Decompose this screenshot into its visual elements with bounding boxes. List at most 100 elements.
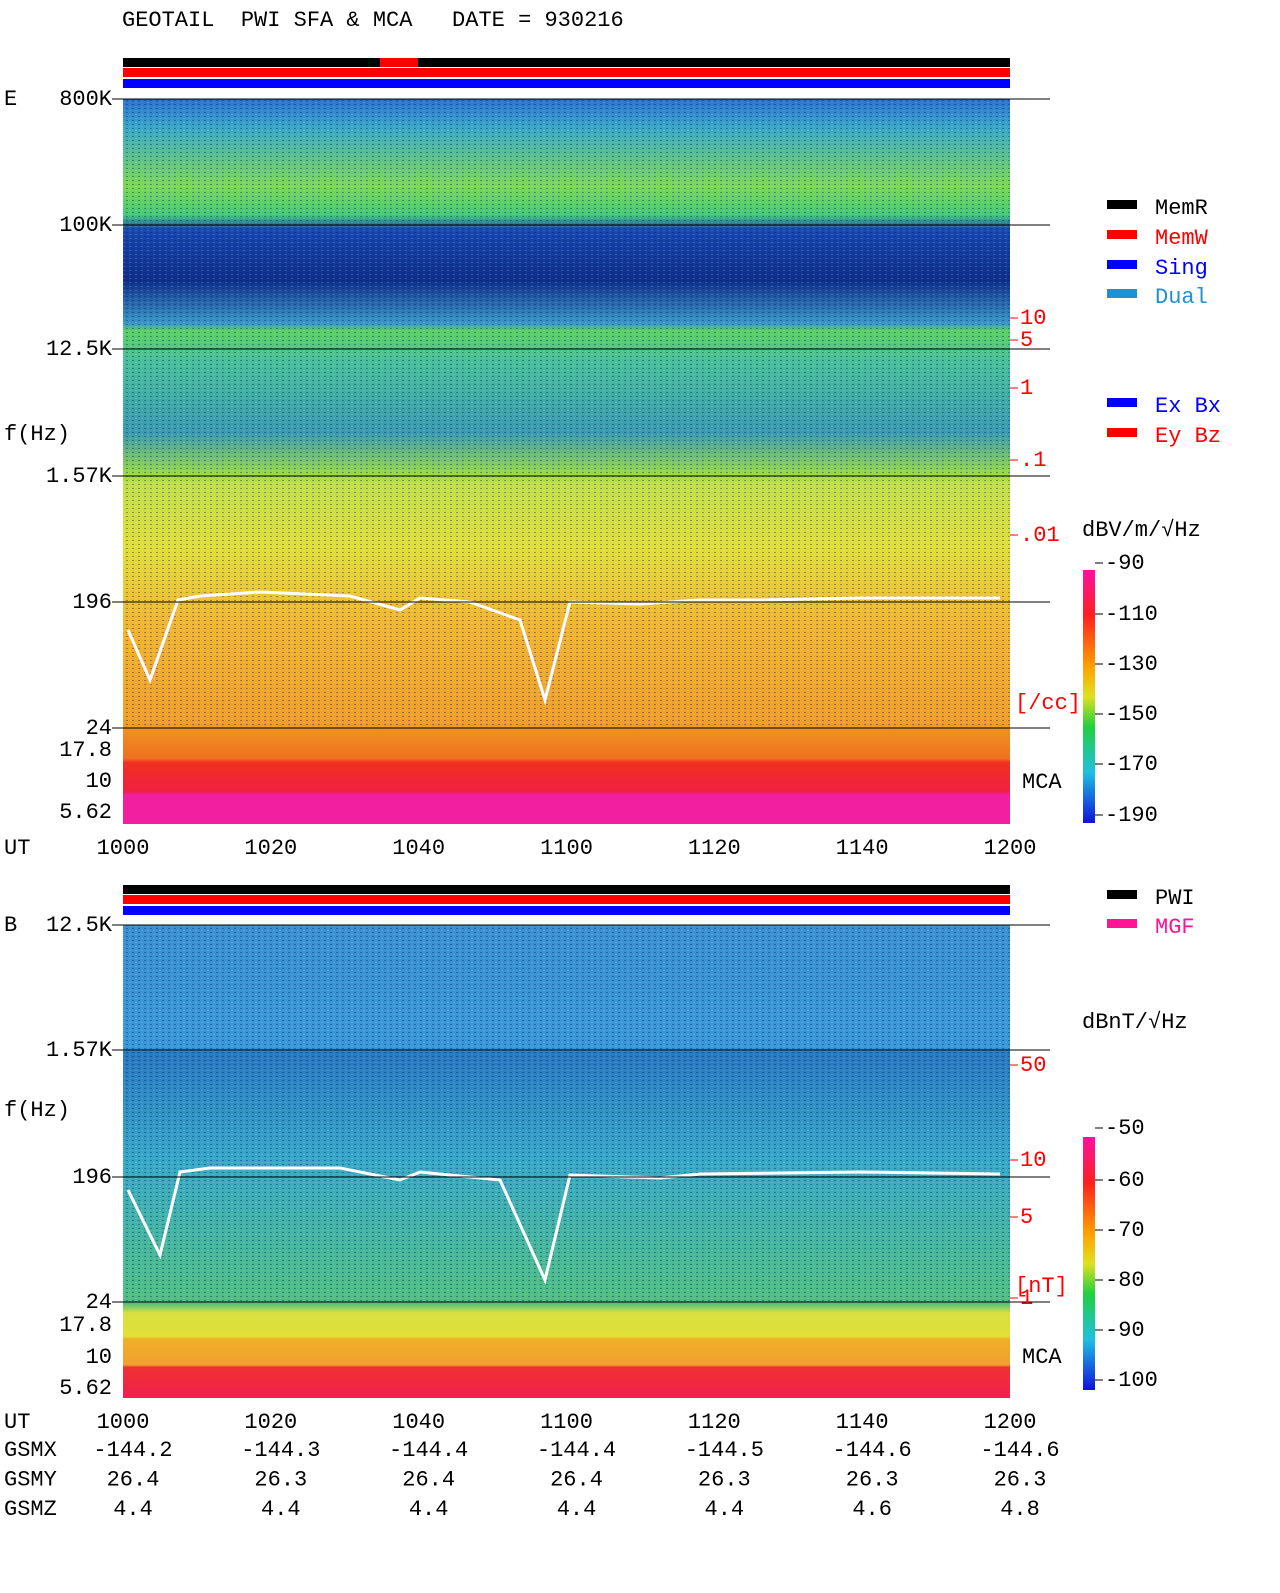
colorbar-tick-label: -70 bbox=[1105, 1218, 1145, 1243]
x-tick-label: 1120 bbox=[688, 1410, 741, 1435]
orbit-value: 4.4 bbox=[261, 1497, 301, 1522]
orbit-value: 4.8 bbox=[1000, 1497, 1040, 1522]
orbit-value: -144.4 bbox=[389, 1438, 468, 1463]
y-tick-label: 800K bbox=[59, 87, 113, 112]
legend-label: Sing bbox=[1155, 256, 1208, 281]
orbit-value: 26.3 bbox=[846, 1467, 899, 1492]
colorbar-label: dBnT/√Hz bbox=[1082, 1010, 1188, 1035]
colorbar bbox=[1083, 1137, 1095, 1390]
panel-b bbox=[123, 885, 1010, 1398]
legend-swatch bbox=[1107, 919, 1137, 928]
x-tick-label: 1200 bbox=[984, 836, 1037, 861]
y-tick-label: 12.5K bbox=[46, 337, 113, 362]
legend-swatch bbox=[1107, 200, 1137, 209]
right-unit: [nT] bbox=[1015, 1274, 1068, 1299]
y-tick-label: 1.57K bbox=[46, 464, 113, 489]
orbit-value: -144.3 bbox=[241, 1438, 320, 1463]
orbit-value: 26.3 bbox=[994, 1467, 1047, 1492]
colorbar-tick-label: -50 bbox=[1105, 1116, 1145, 1141]
status-bar bbox=[123, 79, 1010, 88]
y-axis-label: f(Hz) bbox=[4, 1098, 70, 1123]
y-tick-label: 5.62 bbox=[59, 800, 112, 825]
y-tick-label: 12.5K bbox=[46, 913, 113, 938]
legend-swatch bbox=[1107, 890, 1137, 899]
orbit-value: 26.3 bbox=[698, 1467, 751, 1492]
orbit-value: -144.5 bbox=[685, 1438, 764, 1463]
orbit-name: GSMZ bbox=[4, 1497, 57, 1522]
mca-label: MCA bbox=[1022, 1345, 1062, 1370]
x-tick-label: 1100 bbox=[540, 836, 593, 861]
legend-label: MemW bbox=[1155, 226, 1209, 251]
status-bar bbox=[123, 58, 1010, 67]
y-tick-label: 17.8 bbox=[59, 1313, 112, 1338]
colorbar-tick-label: -150 bbox=[1105, 702, 1158, 727]
x-tick-label: 1040 bbox=[392, 1410, 445, 1435]
plasma-line bbox=[126, 1166, 1001, 1285]
orbit-value: 4.4 bbox=[113, 1497, 153, 1522]
orbit-value: 4.4 bbox=[705, 1497, 745, 1522]
colorbar bbox=[1083, 570, 1095, 823]
legend-swatch bbox=[1107, 230, 1137, 239]
orbit-value: 26.4 bbox=[402, 1467, 455, 1492]
y-tick-label: 196 bbox=[72, 1165, 112, 1190]
right-unit: [/cc] bbox=[1015, 691, 1081, 716]
panel-label: E bbox=[4, 87, 17, 112]
colorbar-tick-label: -110 bbox=[1105, 602, 1158, 627]
orbit-value: -144.4 bbox=[537, 1438, 616, 1463]
legend-label: Ey Bz bbox=[1155, 424, 1221, 449]
status-bar bbox=[123, 885, 1010, 894]
y-tick-label: 24 bbox=[86, 716, 112, 741]
right-tick-label: 5 bbox=[1020, 1205, 1033, 1230]
x-tick-label: 1020 bbox=[244, 1410, 297, 1435]
legend-label: MemR bbox=[1155, 196, 1208, 221]
legend-swatch bbox=[1107, 289, 1137, 298]
x-tick-label: 1100 bbox=[540, 1410, 593, 1435]
legend-swatch bbox=[1107, 428, 1137, 437]
x-tick-label: 1200 bbox=[984, 1410, 1037, 1435]
orbit-value: -144.6 bbox=[833, 1438, 912, 1463]
x-tick-label: 1020 bbox=[244, 836, 297, 861]
panel-label: B bbox=[4, 913, 17, 938]
orbit-value: 4.4 bbox=[557, 1497, 597, 1522]
right-tick-label: 50 bbox=[1020, 1053, 1046, 1078]
x-axis-label: UT bbox=[4, 836, 30, 861]
colorbar-tick-label: -90 bbox=[1105, 551, 1145, 576]
y-tick-label: 10 bbox=[86, 769, 112, 794]
right-tick-label: 1 bbox=[1020, 376, 1033, 401]
y-tick-label: 1.57K bbox=[46, 1038, 113, 1063]
orbit-value: -144.6 bbox=[980, 1438, 1059, 1463]
orbit-name: GSMX bbox=[4, 1438, 57, 1463]
colorbar-tick-label: -170 bbox=[1105, 752, 1158, 777]
legend-label: PWI bbox=[1155, 886, 1195, 911]
x-tick-label: 1000 bbox=[97, 836, 150, 861]
spectrogram-noise bbox=[123, 99, 1010, 728]
status-bar bbox=[123, 895, 1010, 904]
right-tick-label: 1 bbox=[1020, 1286, 1033, 1311]
orbit-value: -144.2 bbox=[93, 1438, 172, 1463]
right-tick-label: .01 bbox=[1020, 523, 1060, 548]
status-bar bbox=[123, 68, 1010, 77]
orbit-value: 26.4 bbox=[550, 1467, 603, 1492]
panel-e bbox=[123, 58, 1010, 824]
colorbar-tick-label: -60 bbox=[1105, 1168, 1145, 1193]
legend-label: MGF bbox=[1155, 915, 1195, 940]
title: GEOTAIL PWI SFA & MCA DATE = 930216 bbox=[122, 8, 624, 33]
x-axis-label: UT bbox=[4, 1410, 30, 1435]
y-axis-label: f(Hz) bbox=[4, 422, 70, 447]
right-tick-label: 10 bbox=[1020, 306, 1046, 331]
orbit-name: GSMY bbox=[4, 1467, 57, 1492]
x-tick-label: 1040 bbox=[392, 836, 445, 861]
colorbar-label: dBV/m/√Hz bbox=[1082, 518, 1201, 543]
y-tick-label: 10 bbox=[86, 1345, 112, 1370]
y-tick-label: 17.8 bbox=[59, 738, 112, 763]
x-tick-label: 1140 bbox=[836, 836, 889, 861]
colorbar-tick-label: -130 bbox=[1105, 652, 1158, 677]
colorbar-tick-label: -190 bbox=[1105, 803, 1158, 828]
legend-label: Dual bbox=[1155, 285, 1208, 310]
x-tick-label: 1000 bbox=[97, 1410, 150, 1435]
right-tick-label: 5 bbox=[1020, 328, 1033, 353]
y-tick-label: 196 bbox=[72, 590, 112, 615]
orbit-value: 4.4 bbox=[409, 1497, 449, 1522]
orbit-value: 26.3 bbox=[254, 1467, 307, 1492]
